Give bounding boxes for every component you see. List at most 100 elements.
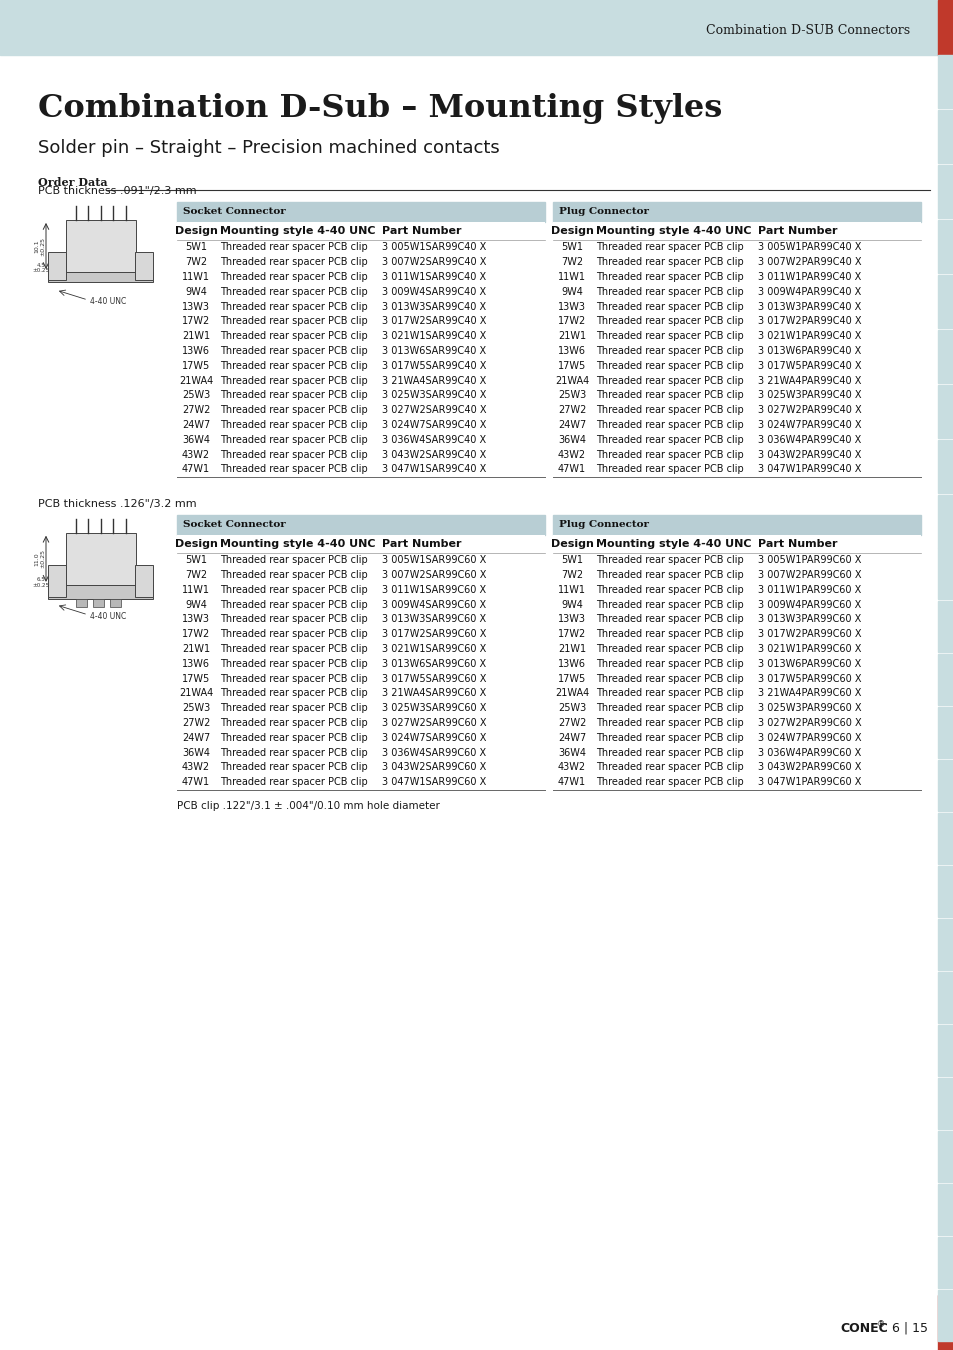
Text: 25W3: 25W3: [558, 703, 585, 713]
Text: 13W6: 13W6: [558, 659, 585, 668]
Text: Threaded rear spacer PCB clip: Threaded rear spacer PCB clip: [220, 763, 367, 772]
Text: 7W2: 7W2: [185, 258, 207, 267]
Text: Combination D-SUB Connectors: Combination D-SUB Connectors: [705, 23, 909, 36]
Text: Plug Connector: Plug Connector: [558, 208, 648, 216]
Text: 7W2: 7W2: [560, 570, 582, 580]
Bar: [553, 535, 920, 552]
Bar: [937, 653, 953, 705]
Text: 21WA4: 21WA4: [555, 688, 589, 698]
Text: 9W4: 9W4: [560, 286, 582, 297]
Text: 3 017W2SAR99C40 X: 3 017W2SAR99C40 X: [381, 316, 486, 327]
Text: 3 024W7SAR99C60 X: 3 024W7SAR99C60 X: [381, 733, 486, 743]
Text: Threaded rear spacer PCB clip: Threaded rear spacer PCB clip: [596, 614, 743, 625]
Text: Threaded rear spacer PCB clip: Threaded rear spacer PCB clip: [220, 644, 367, 653]
Bar: [937, 440, 953, 493]
Text: Threaded rear spacer PCB clip: Threaded rear spacer PCB clip: [220, 405, 367, 416]
Text: Threaded rear spacer PCB clip: Threaded rear spacer PCB clip: [220, 629, 367, 639]
Text: 4.5
±0.25: 4.5 ±0.25: [32, 263, 50, 274]
Bar: [937, 1079, 953, 1129]
Text: 3 017W5PAR99C40 X: 3 017W5PAR99C40 X: [758, 360, 861, 371]
Text: Solder pin – Straight – Precision machined contacts: Solder pin – Straight – Precision machin…: [38, 139, 499, 157]
Text: 3 043W2SAR99C40 X: 3 043W2SAR99C40 X: [381, 450, 486, 459]
Text: Threaded rear spacer PCB clip: Threaded rear spacer PCB clip: [596, 688, 743, 698]
Text: 9W4: 9W4: [185, 286, 207, 297]
Text: 11W1: 11W1: [182, 585, 210, 595]
Text: Threaded rear spacer PCB clip: Threaded rear spacer PCB clip: [596, 316, 743, 327]
Text: Threaded rear spacer PCB clip: Threaded rear spacer PCB clip: [220, 301, 367, 312]
Text: 17W2: 17W2: [558, 316, 585, 327]
Text: 3 005W1SAR99C40 X: 3 005W1SAR99C40 X: [381, 243, 486, 252]
Text: 17W5: 17W5: [558, 360, 585, 371]
Bar: [177, 514, 544, 535]
Text: Threaded rear spacer PCB clip: Threaded rear spacer PCB clip: [220, 659, 367, 668]
Text: 3 007W2PAR99C40 X: 3 007W2PAR99C40 X: [758, 258, 861, 267]
Text: 3 027W2PAR99C60 X: 3 027W2PAR99C60 X: [758, 718, 861, 728]
Text: Mounting style 4-40 UNC: Mounting style 4-40 UNC: [220, 539, 375, 549]
Text: 17W5: 17W5: [182, 674, 210, 683]
Bar: [937, 548, 953, 599]
Text: Threaded rear spacer PCB clip: Threaded rear spacer PCB clip: [220, 286, 367, 297]
Bar: [937, 1184, 953, 1235]
Bar: [937, 1131, 953, 1183]
Text: Threaded rear spacer PCB clip: Threaded rear spacer PCB clip: [596, 778, 743, 787]
Bar: [937, 1291, 953, 1341]
Text: Threaded rear spacer PCB clip: Threaded rear spacer PCB clip: [220, 420, 367, 431]
Text: Threaded rear spacer PCB clip: Threaded rear spacer PCB clip: [220, 748, 367, 757]
Text: 3 011W1SAR99C40 X: 3 011W1SAR99C40 X: [381, 271, 486, 282]
Text: 11W1: 11W1: [558, 585, 585, 595]
Text: 3 017W5SAR99C60 X: 3 017W5SAR99C60 X: [381, 674, 486, 683]
Bar: [937, 385, 953, 437]
Text: 24W7: 24W7: [182, 420, 210, 431]
Text: 3 017W5SAR99C40 X: 3 017W5SAR99C40 X: [381, 360, 486, 371]
Bar: [937, 813, 953, 864]
Text: 3 047W1PAR99C60 X: 3 047W1PAR99C60 X: [758, 778, 861, 787]
Text: Threaded rear spacer PCB clip: Threaded rear spacer PCB clip: [596, 243, 743, 252]
Text: 3 024W7PAR99C60 X: 3 024W7PAR99C60 X: [758, 733, 861, 743]
Text: Threaded rear spacer PCB clip: Threaded rear spacer PCB clip: [596, 331, 743, 342]
Bar: [76, 599, 87, 606]
Text: 3 017W2SAR99C60 X: 3 017W2SAR99C60 X: [381, 629, 486, 639]
Text: Threaded rear spacer PCB clip: Threaded rear spacer PCB clip: [596, 748, 743, 757]
Text: 3 025W3PAR99C40 X: 3 025W3PAR99C40 X: [758, 390, 861, 401]
Text: Threaded rear spacer PCB clip: Threaded rear spacer PCB clip: [596, 733, 743, 743]
Text: PCB thickness .091"/2.3 mm: PCB thickness .091"/2.3 mm: [38, 186, 196, 196]
Text: 10.1
±0.25: 10.1 ±0.25: [34, 236, 46, 255]
Text: 3 025W3SAR99C60 X: 3 025W3SAR99C60 X: [381, 703, 486, 713]
Text: Socket Connector: Socket Connector: [183, 208, 286, 216]
Text: 3 21WA4PAR99C60 X: 3 21WA4PAR99C60 X: [758, 688, 861, 698]
Text: Threaded rear spacer PCB clip: Threaded rear spacer PCB clip: [596, 703, 743, 713]
Bar: [937, 109, 953, 163]
Text: 3 013W3PAR99C60 X: 3 013W3PAR99C60 X: [758, 614, 861, 625]
Bar: [48, 564, 66, 597]
Text: 9W4: 9W4: [560, 599, 582, 610]
Text: Threaded rear spacer PCB clip: Threaded rear spacer PCB clip: [220, 271, 367, 282]
Text: Threaded rear spacer PCB clip: Threaded rear spacer PCB clip: [220, 450, 367, 459]
Text: 24W7: 24W7: [558, 420, 585, 431]
Text: Threaded rear spacer PCB clip: Threaded rear spacer PCB clip: [596, 570, 743, 580]
Text: Design: Design: [174, 225, 217, 236]
Text: 21W1: 21W1: [182, 644, 210, 653]
Text: 17W5: 17W5: [182, 360, 210, 371]
Text: 3 011W1SAR99C60 X: 3 011W1SAR99C60 X: [381, 585, 486, 595]
Text: Threaded rear spacer PCB clip: Threaded rear spacer PCB clip: [596, 674, 743, 683]
Bar: [937, 919, 953, 971]
Bar: [66, 220, 136, 271]
Text: 3 043W2SAR99C60 X: 3 043W2SAR99C60 X: [381, 763, 486, 772]
Bar: [135, 564, 152, 597]
Text: 3 21WA4SAR99C60 X: 3 21WA4SAR99C60 X: [381, 688, 486, 698]
Text: Threaded rear spacer PCB clip: Threaded rear spacer PCB clip: [220, 464, 367, 474]
Text: Threaded rear spacer PCB clip: Threaded rear spacer PCB clip: [220, 688, 367, 698]
Text: 3 025W3SAR99C40 X: 3 025W3SAR99C40 X: [381, 390, 486, 401]
Text: 4-40 UNC: 4-40 UNC: [90, 297, 126, 306]
Text: Threaded rear spacer PCB clip: Threaded rear spacer PCB clip: [220, 346, 367, 356]
Text: Order Data: Order Data: [38, 177, 108, 189]
Text: 36W4: 36W4: [182, 748, 210, 757]
Text: Threaded rear spacer PCB clip: Threaded rear spacer PCB clip: [220, 390, 367, 401]
Text: 5W1: 5W1: [560, 243, 582, 252]
Text: 17W2: 17W2: [558, 629, 585, 639]
Text: 3 047W1SAR99C60 X: 3 047W1SAR99C60 X: [381, 778, 486, 787]
Text: 3 021W1SAR99C40 X: 3 021W1SAR99C40 X: [381, 331, 486, 342]
Bar: [92, 599, 104, 606]
Text: Threaded rear spacer PCB clip: Threaded rear spacer PCB clip: [220, 316, 367, 327]
Text: 36W4: 36W4: [558, 748, 585, 757]
